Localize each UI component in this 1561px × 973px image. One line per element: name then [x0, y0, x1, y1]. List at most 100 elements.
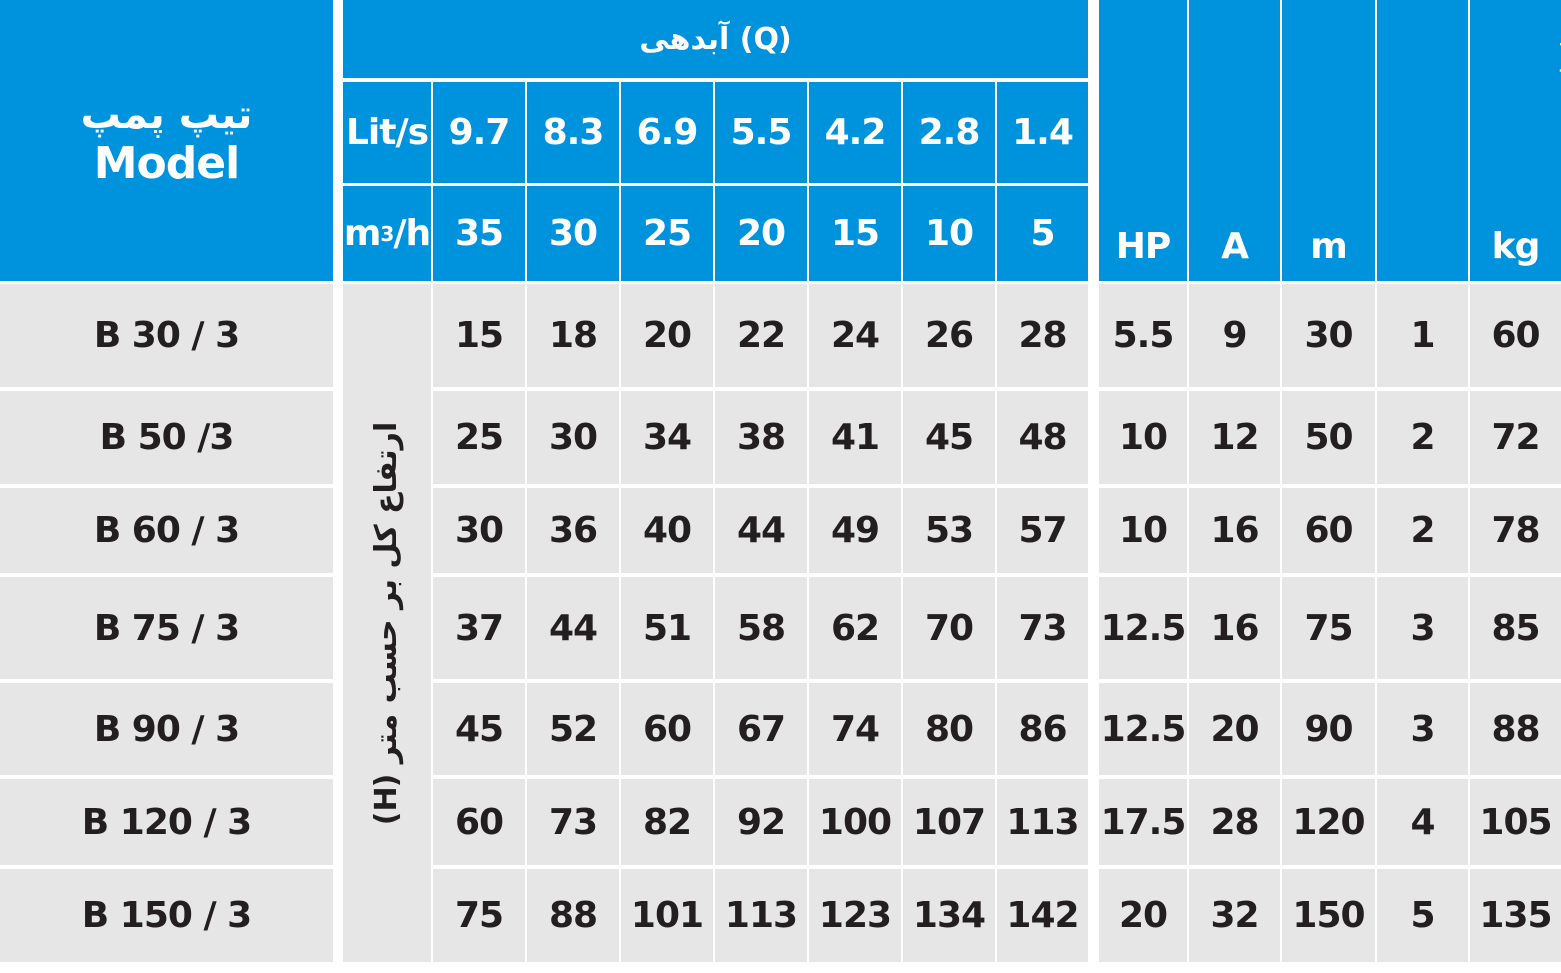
head-value: 37 — [433, 577, 525, 679]
weight-value: 88 — [1470, 683, 1561, 775]
height-value: 120 — [1282, 779, 1375, 865]
height-value: 50 — [1282, 391, 1375, 484]
flow-m3h: 15 — [809, 186, 901, 281]
head-value: 49 — [809, 488, 901, 573]
head-value: 58 — [715, 577, 807, 679]
flow-lit-s: 1.4 — [997, 82, 1088, 183]
hp-value: 12.5 — [1099, 683, 1187, 775]
head-value: 101 — [621, 869, 713, 962]
head-value: 15 — [433, 284, 525, 387]
flow-m3h: 10 — [903, 186, 995, 281]
head-value: 34 — [621, 391, 713, 484]
height-value: 30 — [1282, 284, 1375, 387]
weight-value: 72 — [1470, 391, 1561, 484]
weight-value: 85 — [1470, 577, 1561, 679]
weight-value: 60 — [1470, 284, 1561, 387]
flow-m3h: 30 — [527, 186, 619, 281]
head-value: 22 — [715, 284, 807, 387]
head-value: 52 — [527, 683, 619, 775]
impellers-value: 2 — [1377, 488, 1468, 573]
hp-value: 12.5 — [1099, 577, 1187, 679]
hp-value: 17.5 — [1099, 779, 1187, 865]
head-value: 20 — [621, 284, 713, 387]
head-value: 24 — [809, 284, 901, 387]
impellers-value: 3 — [1377, 577, 1468, 679]
model-cell: B 120 / 3 — [0, 779, 333, 865]
flow-title: آبدهی (Q) — [343, 0, 1088, 78]
head-value: 70 — [903, 577, 995, 679]
head-label-column: ارتفاع کل بر حسب متر (H) — [343, 284, 431, 962]
head-value: 60 — [621, 683, 713, 775]
flow-m3h: 25 — [621, 186, 713, 281]
head-value: 75 — [433, 869, 525, 962]
spec-header-0: قدرتHP — [1099, 0, 1220, 281]
head-value: 30 — [527, 391, 619, 484]
head-value: 45 — [903, 391, 995, 484]
head-value: 30 — [433, 488, 525, 573]
head-value: 60 — [433, 779, 525, 865]
weight-value: 135 — [1470, 869, 1561, 962]
amp-value: 32 — [1189, 869, 1280, 962]
head-value: 73 — [527, 779, 619, 865]
impellers-value: 1 — [1377, 284, 1468, 387]
head-value: 88 — [527, 869, 619, 962]
hp-value: 10 — [1099, 488, 1187, 573]
head-value: 62 — [809, 577, 901, 679]
hp-value: 20 — [1099, 869, 1187, 962]
lit-s-label: Lit/s — [343, 82, 431, 183]
flow-lit-s: 6.9 — [621, 82, 713, 183]
head-value: 82 — [621, 779, 713, 865]
flow-lit-s: 8.3 — [527, 82, 619, 183]
impellers-value: 2 — [1377, 391, 1468, 484]
flow-m3h: 20 — [715, 186, 807, 281]
model-cell: B 50 /3 — [0, 391, 333, 484]
head-value: 51 — [621, 577, 713, 679]
head-value: 113 — [715, 869, 807, 962]
model-cell: B 150 / 3 — [0, 869, 333, 962]
spec-header-unit: kg — [1491, 226, 1541, 267]
height-value: 75 — [1282, 577, 1375, 679]
head-value: 26 — [903, 284, 995, 387]
model-cell: B 90 / 3 — [0, 683, 333, 775]
hp-value: 5.5 — [1099, 284, 1187, 387]
head-value: 18 — [527, 284, 619, 387]
impellers-value: 4 — [1377, 779, 1468, 865]
head-value: 57 — [997, 488, 1088, 573]
impellers-value: 3 — [1377, 683, 1468, 775]
spec-header-unit: HP — [1115, 226, 1172, 267]
m3h-tail: /h — [393, 213, 431, 254]
flow-m3h: 35 — [433, 186, 525, 281]
amp-value: 28 — [1189, 779, 1280, 865]
head-value: 25 — [433, 391, 525, 484]
head-value: 45 — [433, 683, 525, 775]
head-value: 80 — [903, 683, 995, 775]
m3h-base: m — [343, 213, 382, 254]
head-value: 40 — [621, 488, 713, 573]
spec-header-3: تعداد پروانه — [1377, 0, 1542, 281]
m3h-sup: 3 — [380, 221, 394, 246]
head-value: 92 — [715, 779, 807, 865]
head-value: 73 — [997, 577, 1088, 679]
head-value: 134 — [903, 869, 995, 962]
m3h-label: m 3/h — [343, 186, 431, 281]
amp-value: 16 — [1189, 488, 1280, 573]
head-value: 44 — [715, 488, 807, 573]
flow-m3h: 5 — [997, 186, 1088, 281]
flow-lit-s: 2.8 — [903, 82, 995, 183]
amp-value: 12 — [1189, 391, 1280, 484]
spec-header-label: وزن — [1546, 20, 1561, 82]
flow-lit-s: 5.5 — [715, 82, 807, 183]
model-header: تیپ پمپ Model — [0, 0, 333, 281]
amp-value: 16 — [1189, 577, 1280, 679]
head-value: 28 — [997, 284, 1088, 387]
model-label-en: Model — [93, 138, 240, 189]
head-value: 53 — [903, 488, 995, 573]
spec-header-2: ارتفاعm — [1282, 0, 1410, 281]
amp-value: 20 — [1189, 683, 1280, 775]
flow-lit-s: 9.7 — [433, 82, 525, 183]
head-value: 41 — [809, 391, 901, 484]
height-value: 150 — [1282, 869, 1375, 962]
height-value: 90 — [1282, 683, 1375, 775]
model-label-fa: تیپ پمپ — [80, 92, 254, 138]
